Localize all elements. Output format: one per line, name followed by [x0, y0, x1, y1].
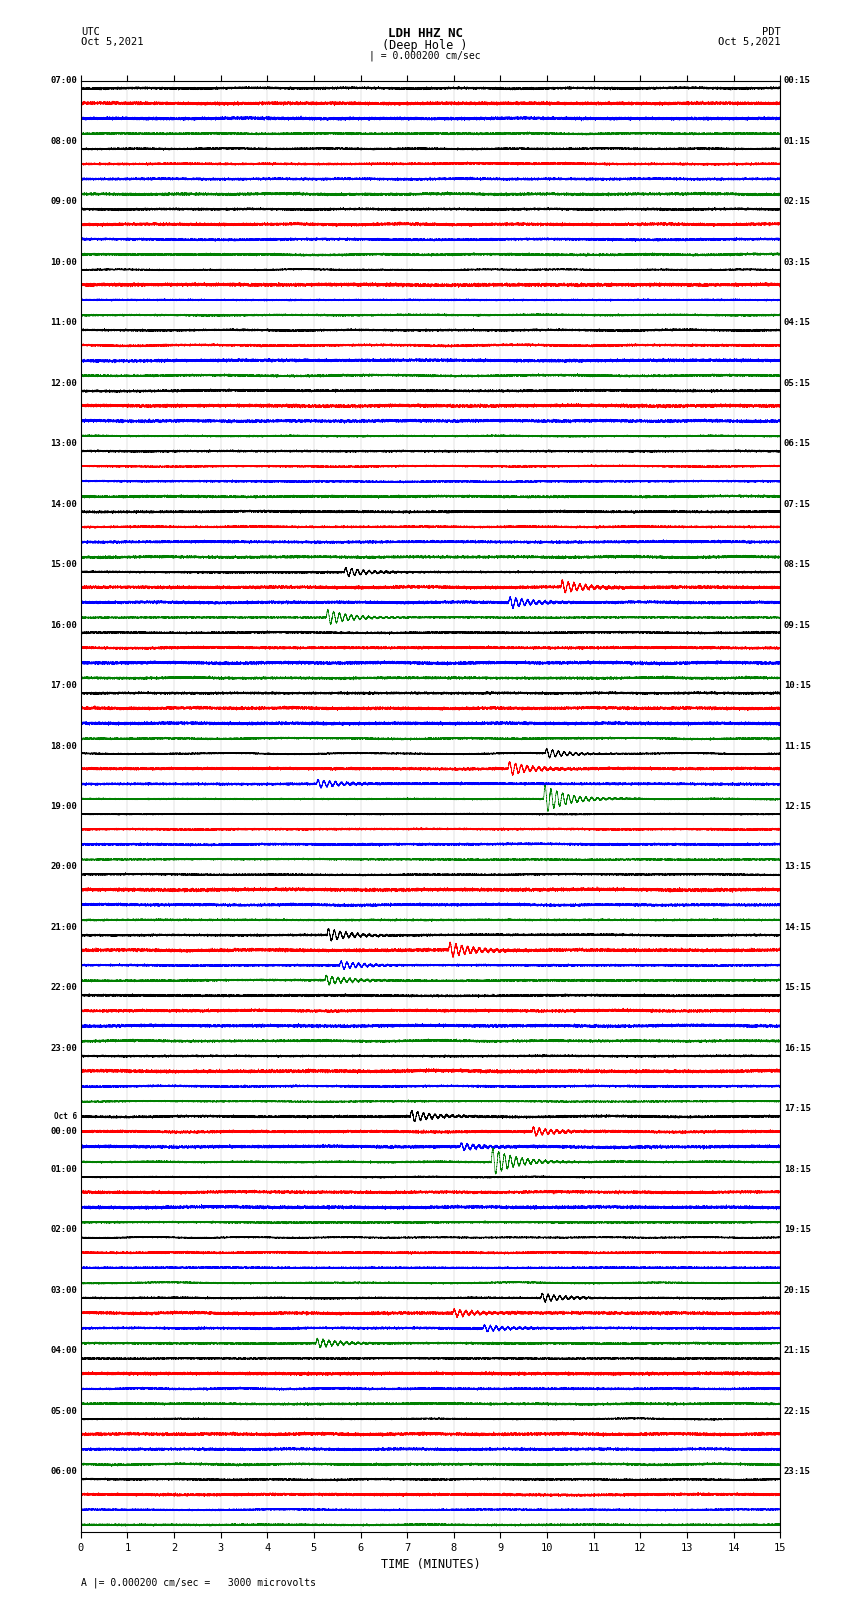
Text: 15:15: 15:15: [784, 984, 811, 992]
Text: A |= 0.000200 cm/sec =   3000 microvolts: A |= 0.000200 cm/sec = 3000 microvolts: [81, 1578, 315, 1589]
Text: 12:00: 12:00: [50, 379, 77, 387]
Text: 09:00: 09:00: [50, 197, 77, 206]
Text: 17:00: 17:00: [50, 681, 77, 690]
Text: 22:00: 22:00: [50, 984, 77, 992]
Text: PDT: PDT: [762, 27, 780, 37]
Text: 00:00: 00:00: [50, 1127, 77, 1136]
Text: 07:00: 07:00: [50, 76, 77, 85]
Text: | = 0.000200 cm/sec: | = 0.000200 cm/sec: [369, 50, 481, 61]
Text: 19:00: 19:00: [50, 802, 77, 811]
Text: 22:15: 22:15: [784, 1407, 811, 1416]
Text: 17:15: 17:15: [784, 1105, 811, 1113]
Text: 06:15: 06:15: [784, 439, 811, 448]
Text: UTC: UTC: [81, 27, 99, 37]
Text: 06:00: 06:00: [50, 1468, 77, 1476]
Text: 18:00: 18:00: [50, 742, 77, 750]
Text: 16:00: 16:00: [50, 621, 77, 629]
Text: 07:15: 07:15: [784, 500, 811, 508]
Text: 20:00: 20:00: [50, 863, 77, 871]
Text: 03:15: 03:15: [784, 258, 811, 266]
Text: 16:15: 16:15: [784, 1044, 811, 1053]
Text: 23:15: 23:15: [784, 1468, 811, 1476]
Text: 21:15: 21:15: [784, 1347, 811, 1355]
Text: Oct 5,2021: Oct 5,2021: [717, 37, 780, 47]
X-axis label: TIME (MINUTES): TIME (MINUTES): [381, 1558, 480, 1571]
Text: 04:00: 04:00: [50, 1347, 77, 1355]
Text: 18:15: 18:15: [784, 1165, 811, 1174]
Text: 15:00: 15:00: [50, 560, 77, 569]
Text: 08:15: 08:15: [784, 560, 811, 569]
Text: 05:00: 05:00: [50, 1407, 77, 1416]
Text: 10:00: 10:00: [50, 258, 77, 266]
Text: 11:15: 11:15: [784, 742, 811, 750]
Text: 10:15: 10:15: [784, 681, 811, 690]
Text: 20:15: 20:15: [784, 1286, 811, 1295]
Text: 12:15: 12:15: [784, 802, 811, 811]
Text: 02:00: 02:00: [50, 1226, 77, 1234]
Text: 02:15: 02:15: [784, 197, 811, 206]
Text: 14:15: 14:15: [784, 923, 811, 932]
Text: 13:00: 13:00: [50, 439, 77, 448]
Text: Oct 5,2021: Oct 5,2021: [81, 37, 144, 47]
Text: 23:00: 23:00: [50, 1044, 77, 1053]
Text: 09:15: 09:15: [784, 621, 811, 629]
Text: 00:15: 00:15: [784, 76, 811, 85]
Text: 08:00: 08:00: [50, 137, 77, 145]
Text: 19:15: 19:15: [784, 1226, 811, 1234]
Text: (Deep Hole ): (Deep Hole ): [382, 39, 468, 52]
Text: 01:15: 01:15: [784, 137, 811, 145]
Text: LDH HHZ NC: LDH HHZ NC: [388, 27, 462, 40]
Text: 11:00: 11:00: [50, 318, 77, 327]
Text: 01:00: 01:00: [50, 1165, 77, 1174]
Text: 14:00: 14:00: [50, 500, 77, 508]
Text: 04:15: 04:15: [784, 318, 811, 327]
Text: Oct 6: Oct 6: [54, 1111, 77, 1121]
Text: 13:15: 13:15: [784, 863, 811, 871]
Text: 21:00: 21:00: [50, 923, 77, 932]
Text: 03:00: 03:00: [50, 1286, 77, 1295]
Text: 05:15: 05:15: [784, 379, 811, 387]
